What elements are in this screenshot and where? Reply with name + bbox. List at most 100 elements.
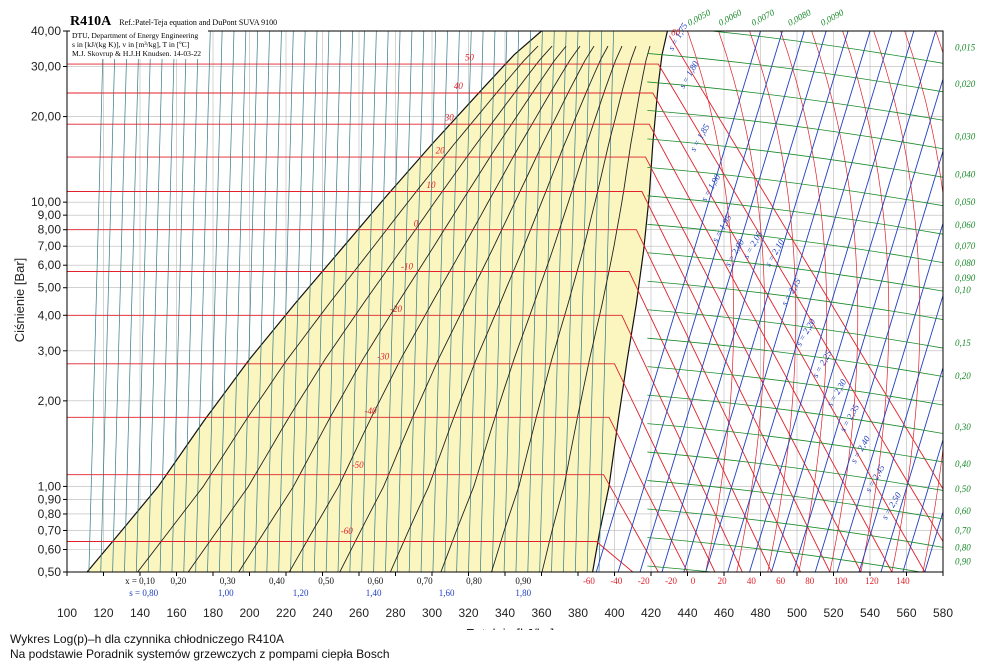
quality-label: 0,40 <box>269 576 285 586</box>
quality-line <box>440 45 623 572</box>
x-tick-label: 120 <box>93 606 113 620</box>
isochore-line <box>647 195 943 235</box>
isochore-two-phase <box>408 31 425 572</box>
isotherm-label: 40 <box>454 81 464 91</box>
isochore-two-phase <box>195 31 211 572</box>
y-tick-label: 0,60 <box>38 542 62 556</box>
isochore-two-phase <box>491 31 508 572</box>
temperature-label-bottom: -60 <box>583 576 595 586</box>
entropy-line-label: s = 1,90 <box>699 172 723 203</box>
quality-lines <box>88 31 651 572</box>
isochore-two-phase <box>136 31 152 572</box>
quality-label: 0,30 <box>220 576 236 586</box>
isochore-line <box>647 166 943 207</box>
isochore-two-phase <box>112 31 128 572</box>
caption-line-2: Na podstawie Poradnik systemów grzewczyc… <box>10 647 390 661</box>
isochore-line <box>647 565 716 572</box>
isotherm-vapor <box>687 31 734 572</box>
x-tick-label: 100 <box>57 606 77 620</box>
quality-label: 0,90 <box>515 576 531 586</box>
isochore-two-phase <box>183 31 199 572</box>
saturation-dome <box>86 31 668 572</box>
volume-label-top: 0,0080 <box>786 7 813 28</box>
y-tick-label: 2,00 <box>38 394 62 408</box>
isochore-two-phase <box>574 31 591 572</box>
temperature-label-bottom: 20 <box>718 576 728 586</box>
isotherm-line <box>67 229 802 572</box>
isochore-two-phase <box>159 31 176 572</box>
isotherm-line <box>668 35 943 490</box>
isochore-two-phase <box>147 31 164 572</box>
entropy-line-label: s = 2,15 <box>779 276 803 307</box>
saturated-vapor-line <box>592 31 668 572</box>
isochore-two-phase <box>290 31 306 572</box>
isochore-two-phase <box>124 31 140 572</box>
volume-label-right: 0,070 <box>955 241 976 251</box>
isotherm-label: 60 <box>671 28 681 38</box>
isotherm-label: -50 <box>352 460 364 470</box>
quality-line <box>389 45 609 572</box>
x-tick-label: 200 <box>239 606 259 620</box>
isentrope-line <box>771 31 937 572</box>
isochore-two-phase <box>254 31 270 572</box>
isotherm-line <box>67 541 634 572</box>
x-tick-label: 240 <box>312 606 332 620</box>
quality-label: 0,60 <box>368 576 384 586</box>
two-phase-region <box>87 31 668 572</box>
x-tick-label: 420 <box>641 606 661 620</box>
y-tick-label: 3,00 <box>38 344 62 358</box>
isotherm-label: -20 <box>390 304 402 314</box>
isochore-two-phase <box>171 31 187 572</box>
isochore-line <box>647 309 943 349</box>
entropy-label-bottom: 1,60 <box>439 588 455 598</box>
isochores <box>647 31 943 572</box>
isentrope-line <box>661 31 827 572</box>
isochore-line <box>647 508 943 548</box>
isotherm-vapor <box>811 31 859 572</box>
entropy-line-label: s = 2,30 <box>825 377 849 408</box>
volume-label-right: 0,30 <box>955 422 971 432</box>
isentrope-line <box>595 31 761 572</box>
volume-label-top: 0,0060 <box>717 7 744 28</box>
x-tick-label: 140 <box>130 606 150 620</box>
isochore-two-phase <box>278 31 294 572</box>
isotherm-vapor <box>842 31 890 572</box>
entropy-line-label: s = 2,25 <box>810 348 834 379</box>
x-tick-label: 480 <box>750 606 770 620</box>
isochore-two-phase <box>515 31 531 572</box>
volume-label-right: 0,030 <box>955 132 976 142</box>
isotherm-line <box>67 191 831 572</box>
x-tick-label: 440 <box>677 606 697 620</box>
x-tick-label: 580 <box>933 606 953 620</box>
volume-label-right: 0,90 <box>955 556 971 566</box>
isotherm-line <box>67 156 862 572</box>
volume-label-right: 0,60 <box>955 506 971 516</box>
isentrope-line <box>880 366 943 572</box>
isotherm-line <box>67 271 772 572</box>
isochore-line <box>647 280 943 320</box>
x-tick-label: 280 <box>385 606 405 620</box>
y-tick-label: 0,80 <box>38 507 62 521</box>
isochore-two-phase <box>207 31 223 572</box>
volume-label-top: 0,0070 <box>749 7 776 28</box>
isochore-line <box>647 138 943 178</box>
isotherm-line <box>67 314 743 572</box>
isochore-line <box>647 337 943 377</box>
ph-diagram: 100 120 140 160 180 200 220 240 260 280 300 320 340 3… <box>12 7 976 630</box>
temperature-label-bottom: 40 <box>747 576 757 586</box>
volume-label-right: 0,15 <box>955 338 971 348</box>
temperature-label-bottom: 60 <box>776 576 786 586</box>
volume-label-right: 0,015 <box>955 42 976 52</box>
isentrope-line <box>639 31 805 572</box>
y-tick-label: 40,00 <box>31 24 61 38</box>
volume-label-right: 0,090 <box>955 273 976 283</box>
y-tick-label: 7,00 <box>38 239 62 253</box>
quality-line <box>541 45 651 572</box>
temperature-label-bottom: 140 <box>896 576 910 586</box>
quality-label: 0,20 <box>170 576 186 586</box>
temperature-label-bottom: 120 <box>865 576 879 586</box>
isochore-line <box>647 480 943 520</box>
entropy-label-bottom: 1,80 <box>515 588 531 598</box>
isotherm-line <box>67 63 943 543</box>
volume-label-right: 0,050 <box>955 197 976 207</box>
